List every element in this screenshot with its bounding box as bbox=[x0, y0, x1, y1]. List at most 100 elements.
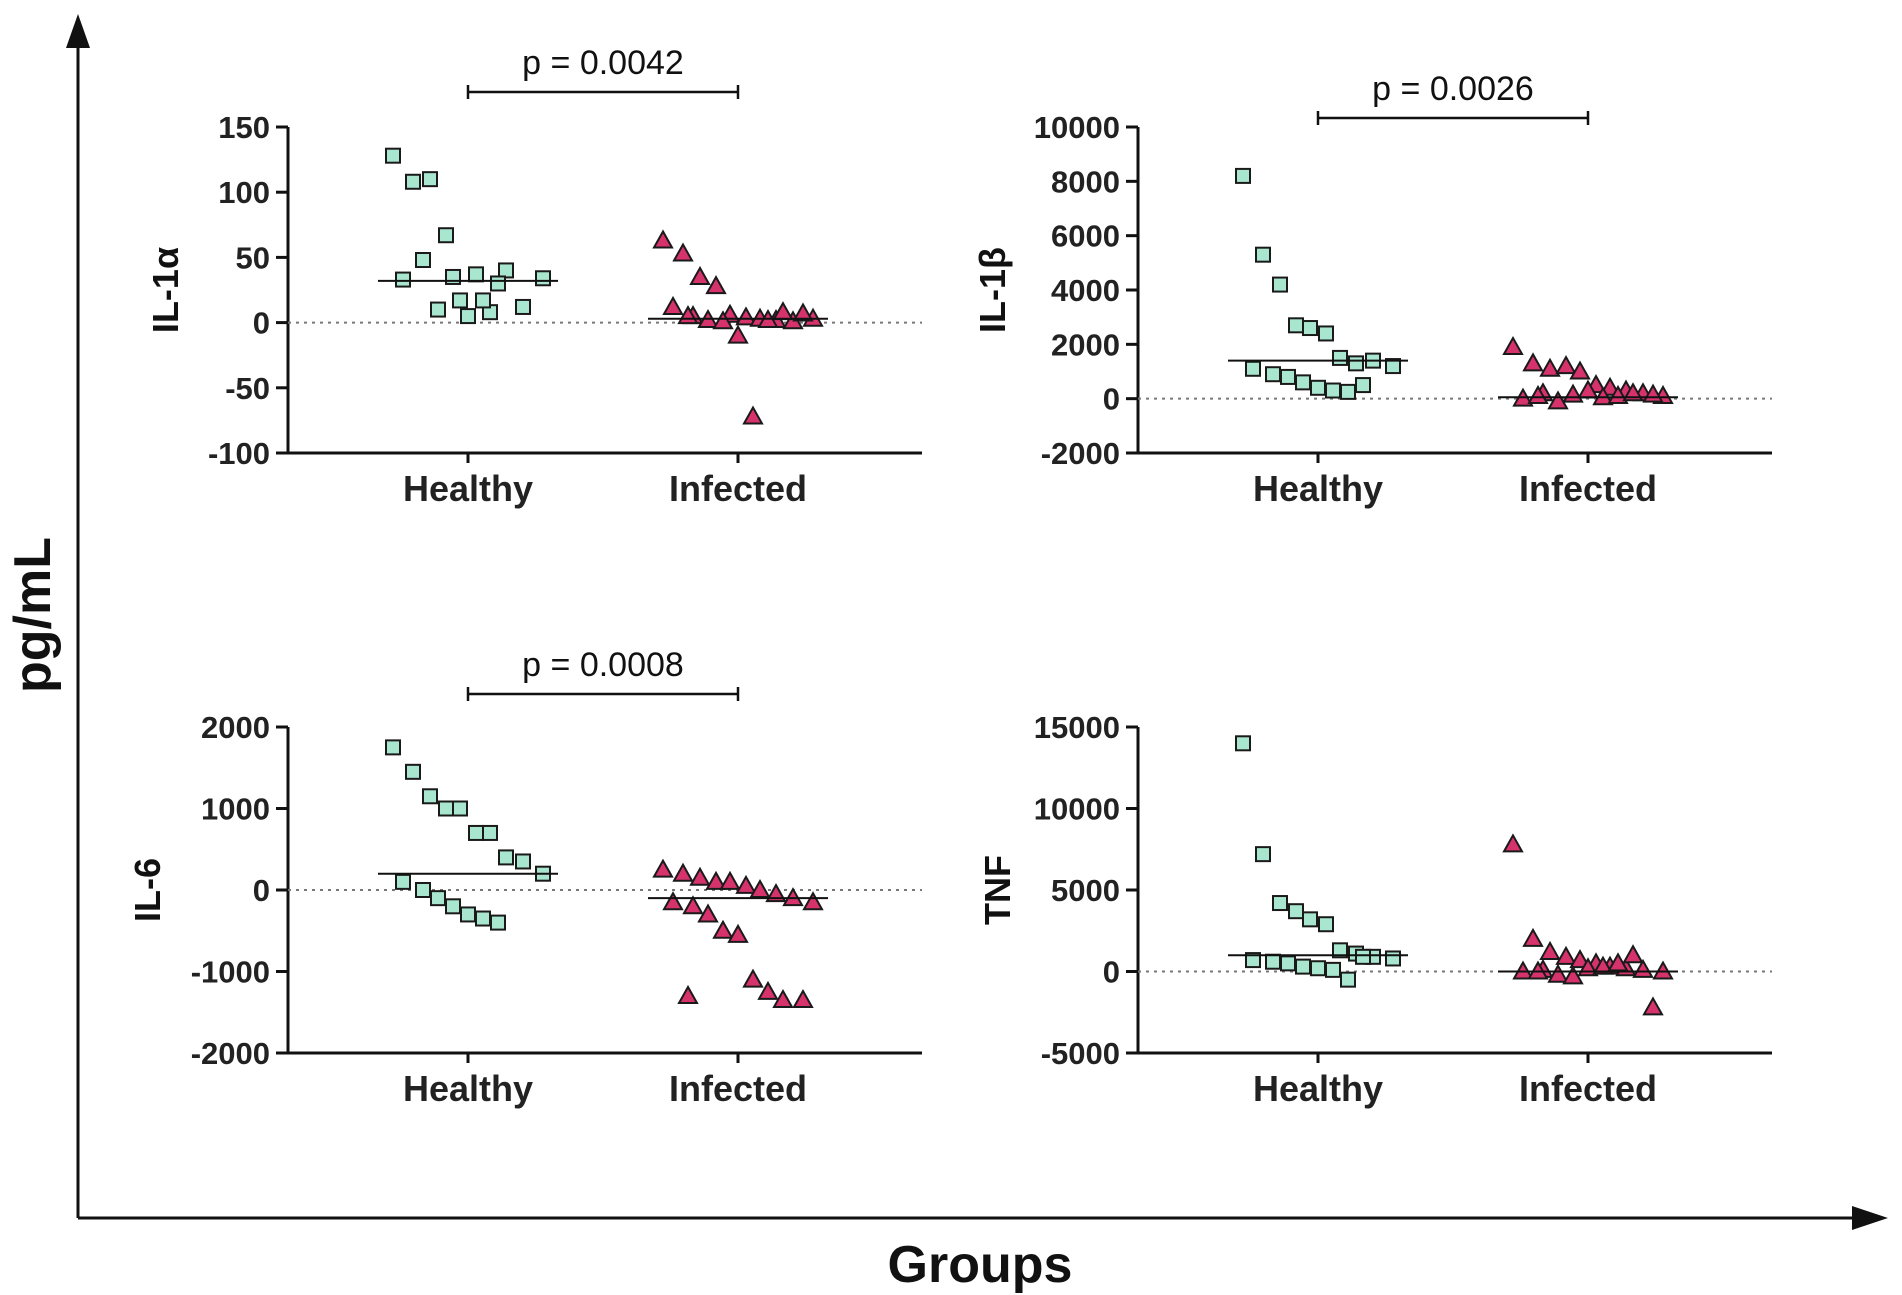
point-healthy bbox=[1332, 349, 1348, 366]
p-value-label: p = 0.0008 bbox=[522, 646, 684, 684]
point-infected bbox=[682, 895, 704, 915]
point-healthy bbox=[452, 292, 468, 309]
point-healthy bbox=[395, 873, 411, 890]
panel-y-label: IL-1β bbox=[972, 247, 1013, 333]
y-tick-label: -1000 bbox=[191, 955, 270, 990]
point-infected bbox=[1642, 996, 1664, 1016]
point-healthy bbox=[482, 824, 498, 841]
category-label-infected: Infected bbox=[669, 468, 807, 509]
point-infected bbox=[1527, 384, 1549, 404]
point-healthy bbox=[1325, 961, 1341, 978]
point-healthy bbox=[385, 739, 401, 756]
point-infected bbox=[1632, 958, 1654, 978]
point-healthy bbox=[475, 292, 491, 309]
point-infected bbox=[662, 295, 684, 315]
point-healthy bbox=[1280, 368, 1296, 385]
point-infected bbox=[1502, 336, 1524, 356]
point-infected bbox=[1522, 927, 1544, 947]
point-infected bbox=[772, 988, 794, 1009]
point-infected bbox=[727, 324, 749, 344]
point-healthy bbox=[490, 914, 506, 931]
point-infected bbox=[689, 265, 711, 285]
category-label-infected: Infected bbox=[1519, 468, 1657, 509]
point-healthy bbox=[535, 270, 551, 287]
point-infected bbox=[1622, 944, 1644, 964]
point-infected bbox=[1569, 949, 1591, 969]
panel-il6: 2000 1000 0 -1000 -2000 IL-6 Healthy Infected p … bbox=[127, 646, 922, 1109]
y-tick-label: -50 bbox=[225, 371, 270, 406]
point-healthy bbox=[1255, 246, 1271, 263]
point-healthy bbox=[452, 800, 468, 817]
y-tick-label: 10000 bbox=[1034, 110, 1120, 145]
point-infected bbox=[705, 275, 727, 295]
point-healthy bbox=[1295, 374, 1311, 391]
point-healthy bbox=[1302, 320, 1318, 337]
point-infected bbox=[1547, 963, 1569, 983]
y-tick-label: 0 bbox=[253, 873, 270, 908]
y-tick-label: 10000 bbox=[1034, 792, 1120, 827]
point-healthy bbox=[438, 800, 454, 817]
point-infected bbox=[749, 878, 771, 898]
point-infected bbox=[719, 870, 741, 890]
point-healthy bbox=[468, 824, 484, 841]
point-healthy bbox=[1235, 735, 1251, 752]
point-healthy bbox=[1245, 360, 1261, 377]
y-tick-label: -100 bbox=[208, 436, 270, 471]
point-healthy bbox=[1265, 953, 1281, 970]
point-healthy bbox=[438, 227, 454, 244]
point-healthy bbox=[498, 849, 514, 866]
y-tick-label: -5000 bbox=[1041, 1036, 1120, 1071]
point-infected bbox=[1562, 383, 1584, 403]
point-healthy bbox=[1255, 846, 1271, 863]
point-healthy bbox=[1272, 895, 1288, 912]
point-healthy bbox=[460, 906, 476, 923]
point-healthy bbox=[1332, 942, 1348, 959]
point-infected bbox=[802, 891, 824, 911]
category-label-infected: Infected bbox=[1519, 1068, 1657, 1109]
point-infected bbox=[727, 923, 749, 943]
panel-il1b: 10000 8000 6000 4000 2000 0 -2000 IL-1β Healthy I… bbox=[972, 70, 1772, 509]
point-infected bbox=[757, 980, 779, 1000]
category-label-healthy: Healthy bbox=[403, 468, 533, 509]
y-tick-label: 5000 bbox=[1051, 873, 1120, 908]
point-healthy bbox=[415, 252, 431, 269]
y-tick-label: 50 bbox=[236, 240, 270, 275]
point-infected bbox=[1522, 352, 1544, 372]
point-infected bbox=[1555, 945, 1577, 965]
point-healthy bbox=[422, 171, 438, 188]
point-healthy bbox=[515, 298, 531, 315]
p-value-label: p = 0.0026 bbox=[1372, 70, 1534, 108]
point-healthy bbox=[1288, 317, 1304, 334]
point-infected bbox=[792, 302, 814, 322]
main-x-axis-arrowhead bbox=[1852, 1206, 1888, 1230]
panel-y-label: TNF bbox=[977, 855, 1018, 925]
point-healthy bbox=[1295, 958, 1311, 975]
point-healthy bbox=[1288, 903, 1304, 920]
point-healthy bbox=[1340, 971, 1356, 988]
point-healthy bbox=[1280, 955, 1296, 972]
y-tick-label: 150 bbox=[218, 110, 270, 145]
point-healthy bbox=[1272, 276, 1288, 293]
panel-y-label: IL-1α bbox=[145, 247, 186, 333]
category-label-healthy: Healthy bbox=[1253, 1068, 1383, 1109]
point-healthy bbox=[1355, 948, 1371, 965]
point-healthy bbox=[395, 271, 411, 288]
point-healthy bbox=[445, 898, 461, 915]
y-tick-label: 0 bbox=[1103, 955, 1120, 990]
y-tick-label: 2000 bbox=[201, 710, 270, 745]
category-label-infected: Infected bbox=[669, 1068, 807, 1109]
point-infected bbox=[652, 858, 674, 878]
point-healthy bbox=[1265, 366, 1281, 383]
point-healthy bbox=[460, 308, 476, 325]
y-tick-label: 0 bbox=[253, 306, 270, 341]
point-healthy bbox=[405, 763, 421, 780]
y-tick-label: 0 bbox=[1103, 382, 1120, 417]
point-healthy bbox=[430, 301, 446, 318]
point-healthy bbox=[498, 262, 514, 279]
point-infected bbox=[1622, 382, 1644, 402]
y-tick-label: -2000 bbox=[191, 1036, 270, 1071]
point-infected bbox=[742, 405, 764, 425]
point-infected bbox=[1562, 965, 1584, 985]
y-tick-label: 4000 bbox=[1051, 273, 1120, 308]
